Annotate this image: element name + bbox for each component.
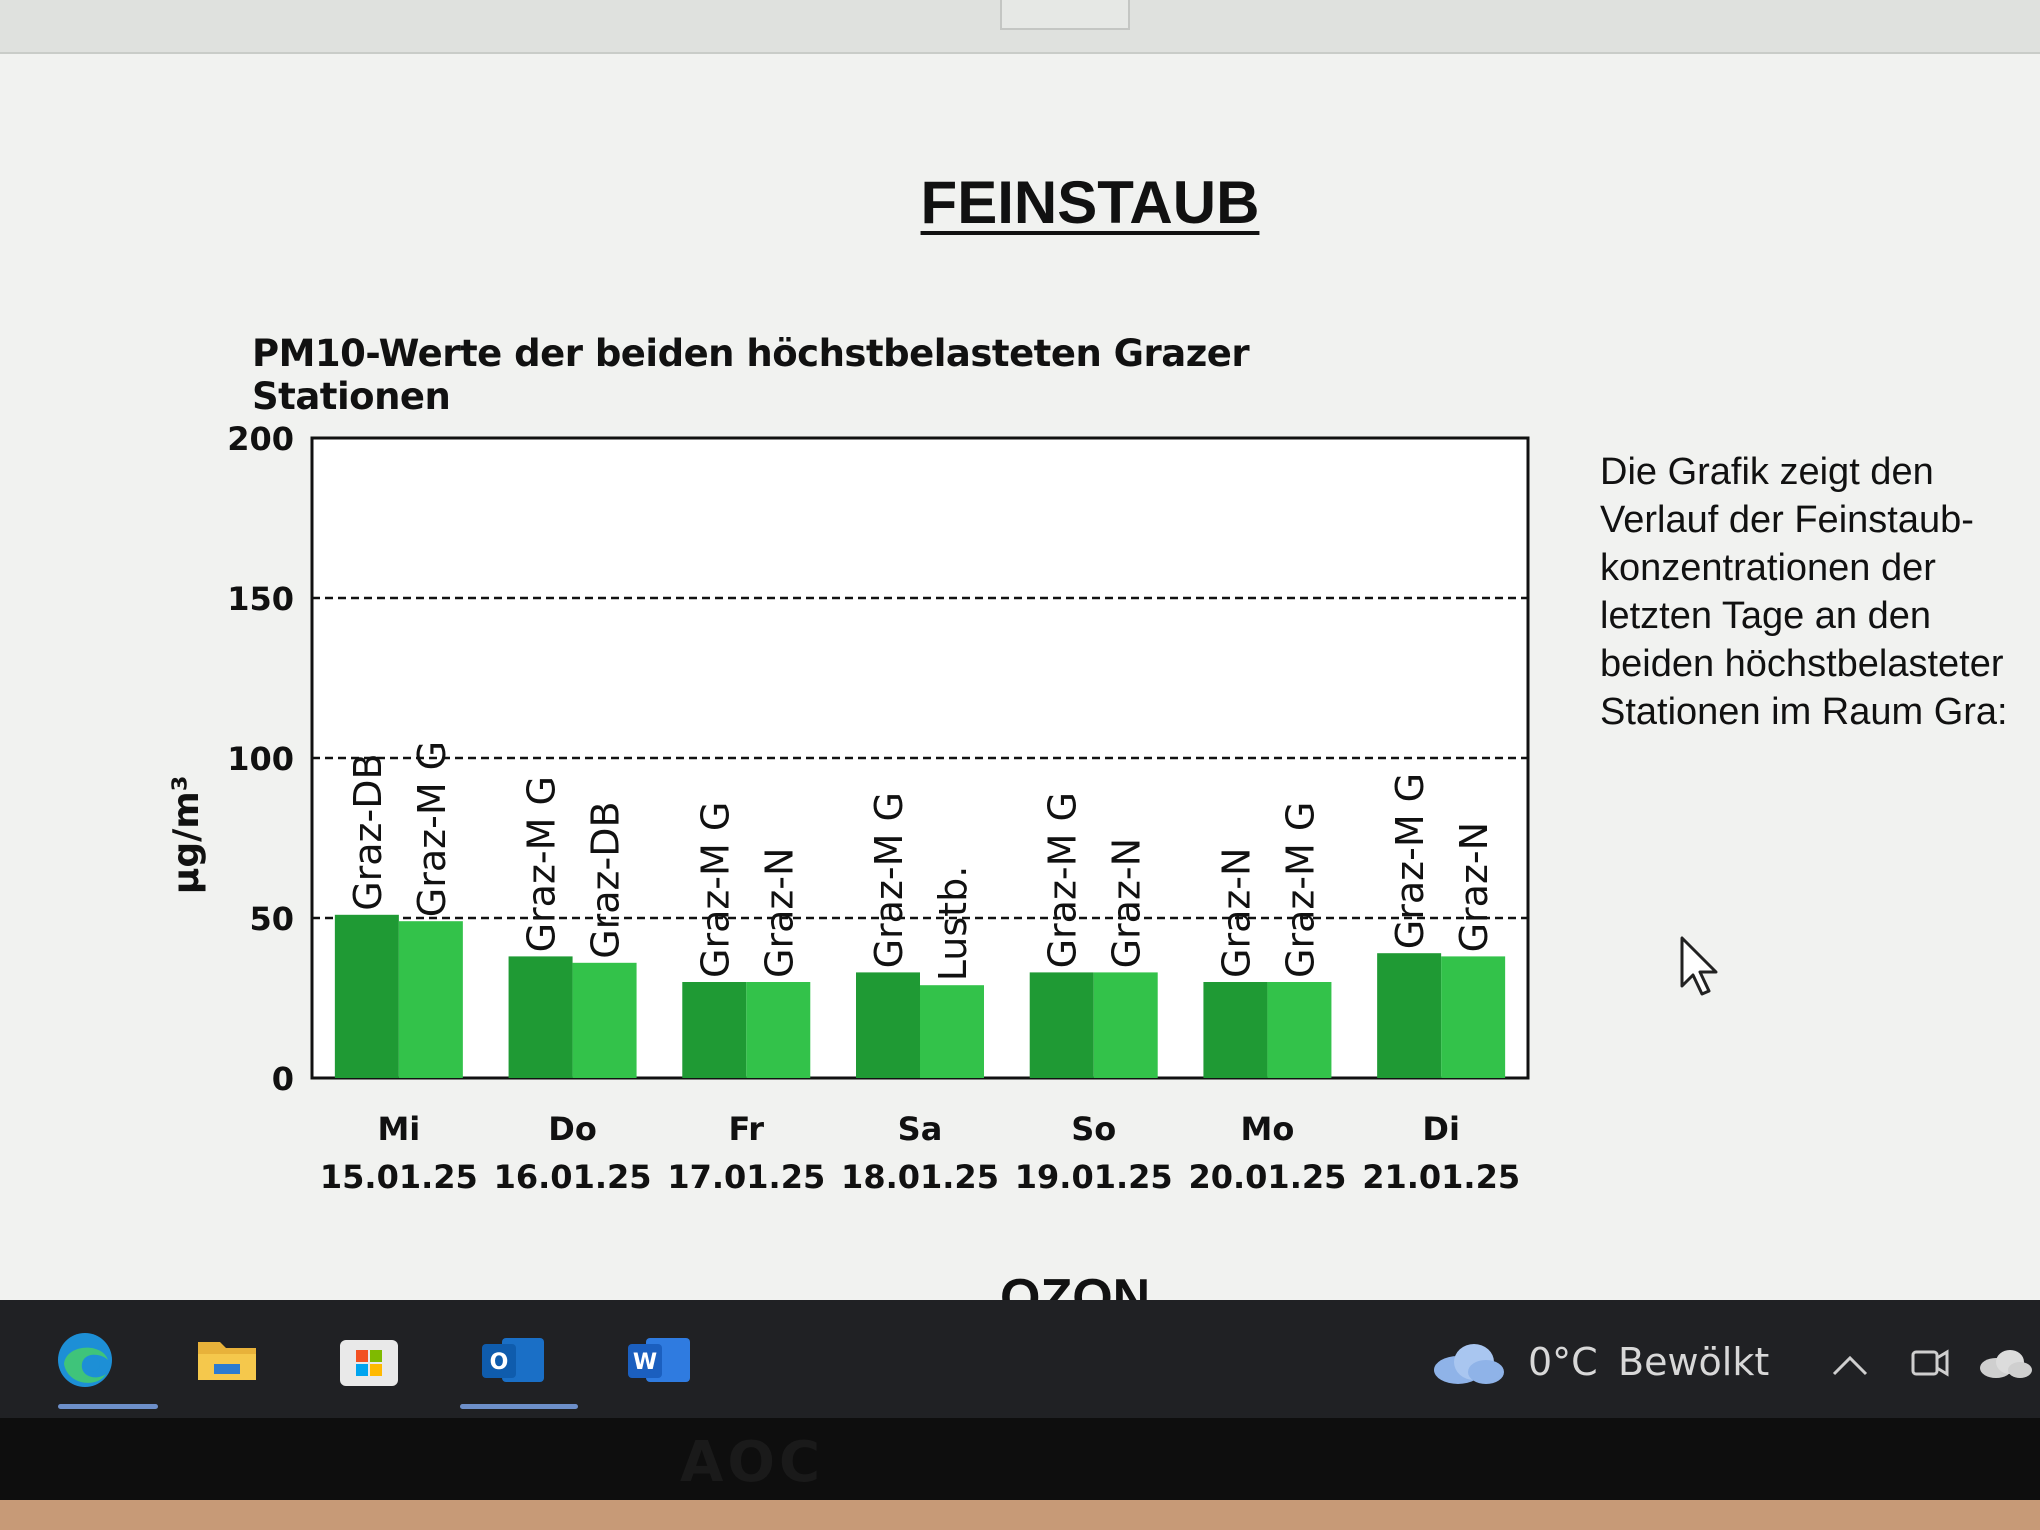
description-line: Verlauf der Feinstaub- [1600, 499, 1974, 541]
bar [856, 972, 920, 1078]
bar [1267, 982, 1332, 1078]
bar [746, 982, 811, 1078]
chevron-up-icon[interactable] [1830, 1350, 1870, 1380]
store-icon [340, 1340, 398, 1386]
bar [572, 962, 637, 1078]
bar-station-label: Graz-N [757, 848, 801, 978]
bar [682, 982, 747, 1078]
x-tick-day: Fr [728, 1110, 764, 1148]
camera-icon[interactable] [1910, 1344, 1950, 1380]
description-line: beiden höchstbelasteter [1600, 643, 2004, 685]
bar [508, 956, 573, 1078]
outlook-icon: O [482, 1338, 544, 1382]
bar-station-label: Graz-DB [584, 801, 628, 958]
bar-station-label: Graz-N [1105, 838, 1149, 968]
description-line: konzentrationen der [1600, 547, 1936, 589]
ribbon-control[interactable] [1000, 0, 1130, 30]
bar-station-label: Graz-M G [520, 776, 564, 952]
bar-station-label: Graz-M G [1278, 802, 1322, 978]
word-ribbon-edge [0, 0, 2040, 54]
chart-description: Die Grafik zeigt den Verlauf der Feinsta… [1600, 448, 2040, 736]
word-icon: W [628, 1338, 690, 1382]
taskbar-app-edge[interactable] [50, 1330, 120, 1390]
chart-title: PM10-Werte der beiden höchstbelasteten G… [252, 332, 1250, 418]
mouse-pointer-icon [1680, 936, 1718, 996]
bar-station-label: Graz-M G [1388, 773, 1432, 949]
y-tick-label: 50 [249, 900, 294, 938]
bar-station-label: Graz-DB [346, 753, 390, 910]
taskbar-app-store[interactable] [334, 1330, 404, 1390]
bar [1029, 972, 1094, 1078]
svg-text:O: O [490, 1350, 509, 1375]
x-tick-day: Mi [377, 1110, 420, 1148]
system-tray: 0°C Bewölkt [1420, 1300, 2040, 1418]
y-tick-label: 0 [272, 1060, 294, 1098]
svg-text:W: W [633, 1350, 657, 1375]
bar-station-label: Graz-M G [1041, 792, 1085, 968]
folder-icon [198, 1342, 256, 1380]
y-tick-label: 200 [227, 420, 294, 458]
y-tick-label: 100 [227, 740, 294, 778]
bar-station-label: Graz-M G [867, 792, 911, 968]
description-line: Stationen im Raum Gra: [1600, 691, 2008, 733]
x-tick-day: Mo [1241, 1110, 1295, 1148]
edge-icon [58, 1333, 112, 1387]
bar-station-label: Graz-N [1452, 822, 1496, 952]
next-section-heading: OZON [1000, 1272, 1150, 1300]
bar-station-label: Graz-M G [410, 741, 454, 917]
description-line: letzten Tage an den [1600, 595, 1932, 637]
bar [398, 921, 463, 1078]
x-tick-day: Di [1422, 1110, 1460, 1148]
bar [1093, 972, 1158, 1078]
bar-station-label: Graz-M G [693, 802, 737, 978]
x-tick-date: 21.01.25 [1362, 1158, 1520, 1196]
x-tick-day: Sa [898, 1110, 943, 1148]
taskbar-app-outlook[interactable]: O [478, 1330, 548, 1390]
x-tick-date: 16.01.25 [494, 1158, 652, 1196]
screen: FEINSTAUB PM10-Werte der beiden höchstbe… [0, 0, 2040, 1300]
bar [1441, 956, 1506, 1078]
taskbar-app-explorer[interactable] [192, 1330, 262, 1390]
monitor-brand-logo: AOC [680, 1430, 825, 1495]
active-indicator [460, 1404, 578, 1409]
bar [334, 914, 399, 1078]
x-tick-day: Do [548, 1110, 597, 1148]
x-tick-date: 20.01.25 [1188, 1158, 1346, 1196]
bar [1203, 982, 1268, 1078]
bar [920, 985, 984, 1078]
bar [1377, 953, 1442, 1078]
weather-condition[interactable]: Bewölkt [1618, 1340, 1770, 1384]
desk-surface [0, 1500, 2040, 1530]
x-tick-date: 17.01.25 [667, 1158, 825, 1196]
x-tick-date: 18.01.25 [841, 1158, 999, 1196]
x-tick-date: 19.01.25 [1015, 1158, 1173, 1196]
document-heading: FEINSTAUB [920, 169, 1260, 236]
weather-temperature[interactable]: 0°C [1528, 1340, 1598, 1384]
x-tick-day: So [1071, 1110, 1116, 1148]
y-axis-label: µg/m³ [166, 775, 207, 894]
pm10-bar-chart: 0 50 100 150 200 µg/m³ Graz-DB Graz-M G Mi 15.01.… [166, 420, 1530, 1196]
taskbar: O W [0, 1300, 2040, 1418]
active-indicator [58, 1404, 158, 1409]
y-tick-label: 150 [227, 580, 294, 618]
taskbar-app-word[interactable]: W [624, 1330, 694, 1390]
bar-station-label: Lustb. [931, 866, 975, 981]
description-line: Die Grafik zeigt den [1600, 451, 1934, 493]
onedrive-cloud-icon[interactable] [1976, 1348, 2032, 1380]
cloud-icon [1434, 1344, 1504, 1384]
x-tick-date: 15.01.25 [320, 1158, 478, 1196]
bar-station-label: Graz-N [1214, 848, 1258, 978]
